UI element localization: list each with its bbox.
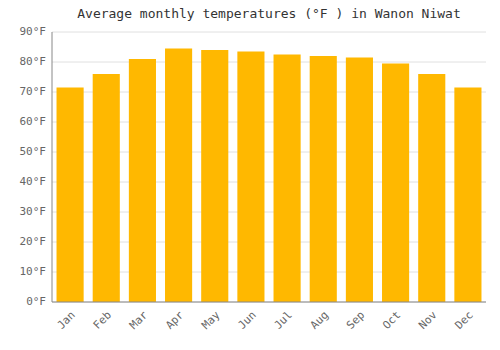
x-tick-label: Jul xyxy=(272,309,295,332)
x-axis-labels: Jan Feb Mar Apr May Jun Jul Aug Sep Oct Nov Dec xyxy=(55,308,476,332)
bar xyxy=(165,49,192,303)
chart-container: 0°F 10°F 20°F 30°F 40°F 50°F 60°F 70°F 80°F 90°F J… xyxy=(0,0,500,350)
bar xyxy=(310,56,337,302)
bar xyxy=(93,74,120,302)
bar xyxy=(57,88,84,303)
bar xyxy=(274,55,301,303)
x-tick-label: Jan xyxy=(55,309,78,332)
x-tick-label: Oct xyxy=(380,309,403,332)
x-tick-label: Feb xyxy=(91,309,114,332)
y-axis-line xyxy=(52,32,53,302)
x-tick-label: Apr xyxy=(163,308,187,332)
y-tick-label: 80°F xyxy=(20,55,47,68)
grid xyxy=(52,32,486,302)
x-axis-line xyxy=(52,302,486,303)
y-tick-label: 60°F xyxy=(20,115,47,128)
y-tick-label: 20°F xyxy=(20,235,47,248)
bar xyxy=(382,64,409,303)
y-tick-label: 40°F xyxy=(20,175,47,188)
y-tick-label: 10°F xyxy=(20,265,47,278)
title: Average monthly temperatures (°F ) in Wa… xyxy=(77,6,461,21)
bar xyxy=(454,88,481,303)
y-tick-label: 50°F xyxy=(20,145,47,158)
x-tick-label: Mar xyxy=(127,308,151,332)
bars xyxy=(57,49,482,303)
x-tick-label: Sep xyxy=(344,309,367,332)
bar xyxy=(418,74,445,302)
y-tick-label: 90°F xyxy=(20,25,47,38)
y-axis-labels: 0°F 10°F 20°F 30°F 40°F 50°F 60°F 70°F 80°F 90°F xyxy=(20,25,47,308)
bar xyxy=(237,52,264,303)
x-tick-label: Aug xyxy=(308,309,331,332)
bar xyxy=(346,58,373,303)
x-tick-label: Nov xyxy=(416,308,440,332)
x-tick-label: May xyxy=(199,308,223,332)
chart: 0°F 10°F 20°F 30°F 40°F 50°F 60°F 70°F 80°F 90°F J… xyxy=(0,0,500,350)
grid-line xyxy=(52,62,486,63)
bar xyxy=(201,50,228,302)
y-tick-label: 30°F xyxy=(20,205,47,218)
y-tick-label: 70°F xyxy=(20,85,47,98)
x-tick-label: Jun xyxy=(235,309,258,332)
bar xyxy=(129,59,156,302)
grid-line xyxy=(52,302,486,303)
y-tick-label: 0°F xyxy=(26,295,46,308)
x-tick-label: Dec xyxy=(452,309,475,332)
grid-line xyxy=(52,32,486,33)
